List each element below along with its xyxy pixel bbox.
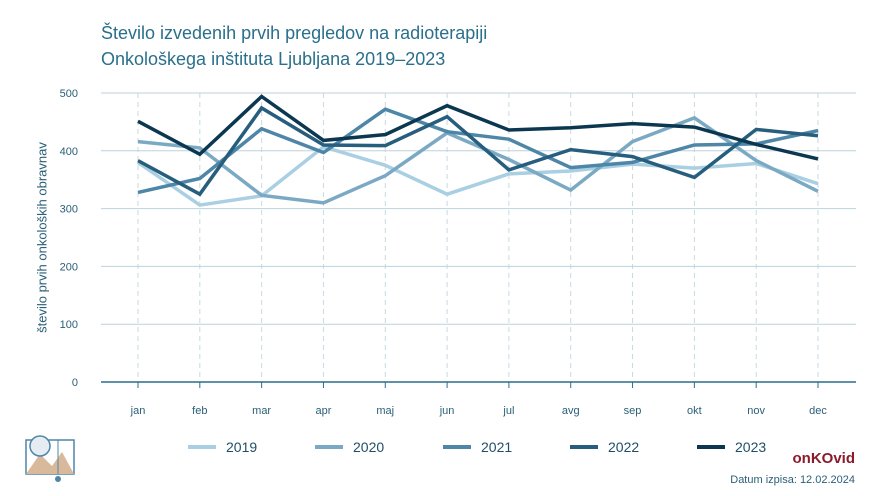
series-line-2021 xyxy=(137,107,819,195)
legend-label-2020: 2020 xyxy=(353,439,384,455)
x-tick-label: jan xyxy=(130,405,146,417)
series-line-2020 xyxy=(137,115,819,205)
print-date: Datum izpisa: 12.02.2024 xyxy=(730,474,855,486)
chart-title: Število izvedenih prvih pregledov na rad… xyxy=(101,20,487,72)
x-tick-label: apr xyxy=(316,405,332,417)
y-tick-label: 200 xyxy=(60,261,78,273)
brand-label: onKOvid xyxy=(792,450,856,467)
legend-label-2023: 2023 xyxy=(735,439,766,455)
series-line-2022 xyxy=(137,105,819,197)
chart-title-line1: Število izvedenih prvih pregledov na rad… xyxy=(101,23,488,43)
x-tick-label: okt xyxy=(687,405,702,417)
x-tick-label: jun xyxy=(439,405,455,417)
x-tick-label: jul xyxy=(502,405,514,417)
y-tick-label: 100 xyxy=(60,319,78,331)
x-tick-label: dec xyxy=(809,405,827,417)
x-tick-label: maj xyxy=(376,405,394,417)
y-tick-label: 500 xyxy=(60,88,78,100)
legend-label-2021: 2021 xyxy=(481,439,512,455)
x-tick-label: avg xyxy=(562,405,580,417)
y-tick-label: 400 xyxy=(60,146,78,158)
y-tick-label: 0 xyxy=(72,377,78,389)
y-tick-label: 300 xyxy=(60,204,78,216)
legend-label-2019: 2019 xyxy=(226,439,257,455)
series-line-2019 xyxy=(137,144,819,207)
x-tick-label: feb xyxy=(192,405,207,417)
chart-title-line2: Onkološkega inštituta Ljubljana 2019–202… xyxy=(101,49,446,69)
x-tick-label: mar xyxy=(252,405,271,417)
legend-label-2022: 2022 xyxy=(608,439,639,455)
x-tick-label: sep xyxy=(624,405,642,417)
onkovid-logo-icon xyxy=(25,435,75,482)
x-tick-label: nov xyxy=(747,405,765,417)
series-line-2023 xyxy=(137,94,819,161)
